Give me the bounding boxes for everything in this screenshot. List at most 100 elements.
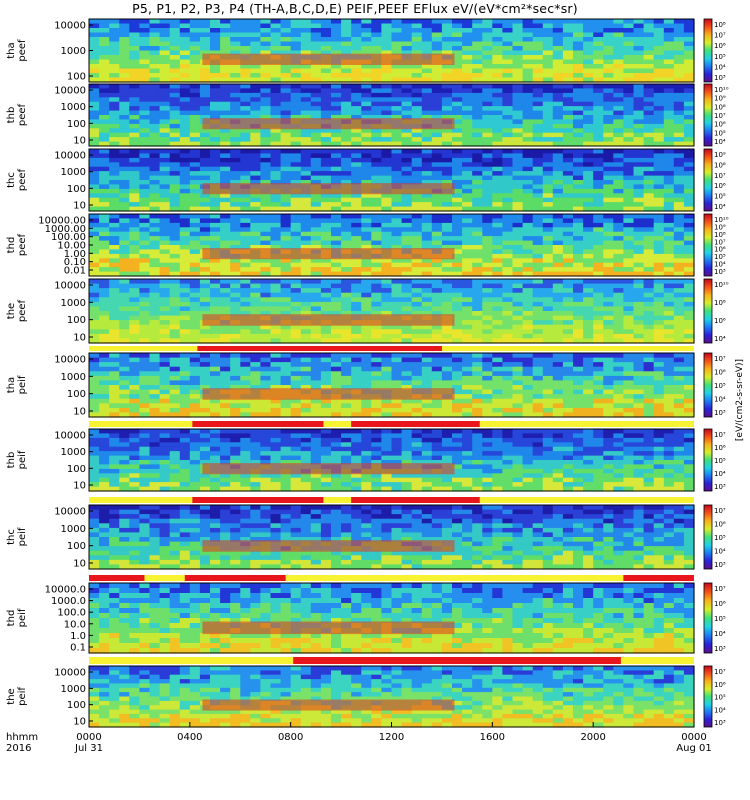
spectral-cell — [99, 206, 110, 212]
spectral-cell — [260, 97, 272, 103]
spectral-cell — [522, 193, 534, 199]
spectral-cell — [189, 258, 201, 264]
spectral-cell — [603, 84, 614, 89]
spectral-cell — [159, 37, 171, 43]
spectral-cell — [341, 50, 352, 56]
spectral-cell — [562, 41, 574, 47]
spectral-cell — [139, 37, 151, 43]
spectral-cell — [532, 37, 544, 43]
spectral-cell — [371, 137, 382, 143]
spectral-cell — [633, 283, 645, 289]
spectral-cell — [633, 32, 645, 38]
spectral-cell — [492, 193, 503, 199]
spectral-cell — [371, 403, 382, 409]
spectral-cell — [663, 262, 675, 268]
spectral-cell — [653, 32, 665, 38]
spectral-cell — [159, 92, 171, 98]
spectral-cell — [179, 222, 191, 228]
spectral-cell — [179, 149, 191, 154]
spectral-cell — [441, 231, 453, 237]
spectral-cell — [240, 132, 251, 138]
spectral-cell — [401, 283, 413, 289]
spectral-cell — [663, 184, 675, 190]
spectral-cell — [381, 218, 393, 224]
spectral-cell — [139, 412, 151, 418]
spectral-cell — [331, 306, 342, 312]
spectral-cell — [552, 218, 564, 224]
y-tick-label: 100 — [67, 119, 86, 130]
spectral-cell — [441, 222, 453, 228]
spectral-cell — [240, 333, 251, 340]
spectral-cell — [300, 412, 312, 418]
spectral-cell — [452, 320, 463, 326]
spectral-cell — [401, 88, 413, 94]
spectral-cell — [391, 245, 403, 250]
spectral-cell — [603, 171, 614, 177]
spectral-cell — [573, 23, 584, 29]
spectral-cell — [381, 288, 393, 294]
spectral-cell — [462, 132, 473, 138]
spectral-cell — [230, 227, 241, 233]
spectral-cell — [441, 353, 453, 359]
spectral-cell — [109, 46, 120, 52]
spectral-cell — [522, 119, 534, 125]
spectral-cell — [270, 84, 282, 89]
spectral-cell — [240, 37, 251, 43]
spectral-cell — [381, 37, 393, 43]
spectral-cell — [89, 128, 100, 134]
spectral-cell — [300, 403, 312, 409]
spectral-cell — [411, 375, 423, 382]
spectral-cell — [129, 231, 140, 237]
spectral-cell — [331, 412, 342, 418]
spectral-cell — [300, 240, 312, 246]
spectral-cell — [230, 240, 241, 246]
spectral-cell — [331, 301, 342, 308]
spectral-cell — [522, 64, 534, 70]
spectral-cell — [250, 175, 261, 181]
spectral-cell — [159, 389, 171, 395]
spectral-cell — [401, 141, 413, 147]
spectral-cell — [220, 50, 231, 56]
spectral-cell — [341, 162, 352, 168]
spectral-cell — [109, 283, 120, 289]
spectral-cell — [492, 353, 503, 359]
spectral-cell — [179, 188, 191, 194]
spectral-cell — [119, 249, 130, 255]
spectral-cell — [472, 279, 483, 285]
spectral-cell — [199, 180, 211, 185]
spectral-cell — [462, 137, 473, 143]
spectral-cell — [169, 59, 181, 65]
spectral-cell — [290, 218, 302, 224]
spectral-cell — [99, 380, 110, 386]
spectral-cell — [431, 77, 443, 83]
spectral-cell — [129, 315, 140, 321]
spectral-cell — [99, 353, 110, 359]
spectral-cell — [502, 101, 514, 107]
spectral-cell — [300, 380, 312, 386]
spectral-cell — [452, 180, 463, 185]
spectral-cell — [653, 28, 665, 34]
spectral-cell — [492, 258, 503, 264]
spectral-cell — [119, 236, 130, 242]
spectral-cell — [361, 101, 372, 107]
spectral-cell — [663, 68, 675, 74]
spectral-cell — [441, 288, 453, 294]
spectral-cell — [613, 188, 624, 194]
spectral-cell — [613, 84, 624, 89]
spectral-cell — [381, 88, 393, 94]
spectral-cell — [351, 371, 362, 377]
spectral-cell — [683, 84, 695, 89]
spectral-cell — [633, 180, 645, 185]
spectral-cell — [149, 357, 161, 363]
spectral-cell — [270, 137, 282, 143]
spectral-cell — [300, 88, 312, 94]
spectral-cell — [482, 106, 493, 112]
spectral-cell — [351, 297, 362, 303]
spectral-cell — [633, 184, 645, 190]
spectral-cell — [341, 240, 352, 246]
spectral-cell — [472, 301, 483, 308]
spectral-cell — [431, 197, 443, 203]
spectral-cell — [371, 311, 382, 317]
spectral-cell — [270, 407, 282, 414]
spectral-cell — [532, 206, 544, 212]
